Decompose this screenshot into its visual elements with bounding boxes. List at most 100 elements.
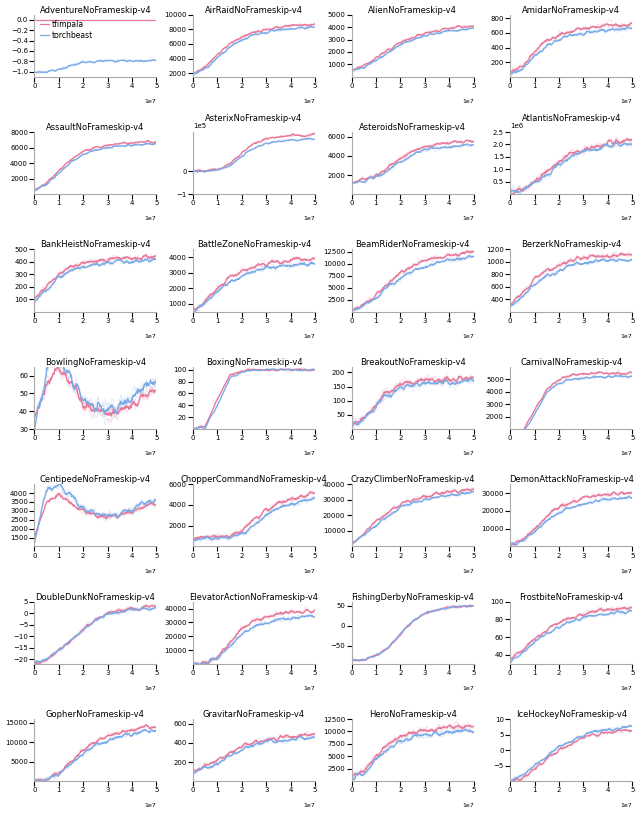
Title: AlienNoFrameskip-v4: AlienNoFrameskip-v4 xyxy=(368,6,457,15)
Text: 1e7: 1e7 xyxy=(462,686,474,691)
torchbeast xyxy=(467,24,475,33)
tfimpala xyxy=(564,613,572,623)
tfimpala xyxy=(506,300,514,310)
torchbeast xyxy=(131,729,138,738)
Line: torchbeast: torchbeast xyxy=(35,361,156,431)
tfimpala xyxy=(628,18,636,28)
tfimpala xyxy=(406,33,414,43)
torchbeast xyxy=(247,523,255,532)
tfimpala xyxy=(150,601,158,610)
torchbeast xyxy=(420,729,428,739)
tfimpala xyxy=(131,725,138,735)
Text: 1e7: 1e7 xyxy=(462,451,474,457)
torchbeast xyxy=(247,145,255,155)
torchbeast xyxy=(470,140,477,150)
tfimpala xyxy=(420,609,428,619)
torchbeast xyxy=(467,601,474,610)
Line: torchbeast: torchbeast xyxy=(351,492,474,544)
tfimpala xyxy=(103,141,111,151)
tfimpala xyxy=(564,371,572,381)
tfimpala xyxy=(626,603,634,613)
tfimpala xyxy=(103,256,111,266)
tfimpala xyxy=(308,20,316,30)
Line: tfimpala: tfimpala xyxy=(351,606,474,661)
tfimpala xyxy=(248,263,256,273)
torchbeast xyxy=(308,135,316,145)
torchbeast xyxy=(31,658,38,667)
tfimpala xyxy=(506,435,514,444)
torchbeast xyxy=(308,493,316,503)
torchbeast xyxy=(311,134,319,144)
torchbeast xyxy=(628,24,636,33)
Text: 1e7: 1e7 xyxy=(462,803,474,808)
tfimpala xyxy=(607,728,614,737)
torchbeast xyxy=(97,510,104,520)
torchbeast xyxy=(131,389,138,399)
tfimpala xyxy=(262,612,269,622)
Title: BoxingNoFrameskip-v4: BoxingNoFrameskip-v4 xyxy=(205,357,302,367)
Text: 1e7: 1e7 xyxy=(621,217,632,221)
tfimpala xyxy=(289,365,297,375)
torchbeast xyxy=(506,777,514,786)
tfimpala xyxy=(510,776,518,786)
Line: tfimpala: tfimpala xyxy=(351,725,474,779)
tfimpala xyxy=(311,129,319,138)
torchbeast xyxy=(296,732,304,742)
tfimpala xyxy=(470,722,477,732)
torchbeast xyxy=(448,490,456,500)
Title: IceHockeyNoFrameskip-v4: IceHockeyNoFrameskip-v4 xyxy=(516,710,627,719)
torchbeast xyxy=(626,492,634,501)
torchbeast xyxy=(150,55,158,65)
tfimpala xyxy=(623,134,631,144)
tfimpala xyxy=(454,20,461,30)
Line: torchbeast: torchbeast xyxy=(510,28,632,74)
tfimpala xyxy=(311,488,319,497)
torchbeast xyxy=(448,379,456,388)
tfimpala xyxy=(420,375,428,385)
tfimpala xyxy=(88,257,96,267)
Line: tfimpala: tfimpala xyxy=(510,729,632,781)
torchbeast xyxy=(469,23,477,33)
tfimpala xyxy=(618,487,625,497)
torchbeast xyxy=(470,24,477,33)
torchbeast xyxy=(564,154,572,164)
torchbeast xyxy=(31,296,38,306)
tfimpala xyxy=(248,516,255,526)
tfimpala xyxy=(150,138,157,147)
torchbeast xyxy=(248,624,256,633)
tfimpala xyxy=(104,409,111,419)
torchbeast xyxy=(448,602,456,612)
tfimpala xyxy=(626,134,634,144)
torchbeast xyxy=(607,256,614,265)
torchbeast xyxy=(89,618,97,628)
tfimpala xyxy=(348,305,355,315)
Text: 1e7: 1e7 xyxy=(621,451,632,457)
tfimpala xyxy=(247,263,255,273)
tfimpala xyxy=(564,28,572,37)
tfimpala xyxy=(31,659,38,668)
torchbeast xyxy=(308,732,316,742)
torchbeast xyxy=(469,487,477,497)
tfimpala xyxy=(470,374,477,383)
tfimpala xyxy=(88,143,96,153)
tfimpala xyxy=(565,256,573,265)
tfimpala xyxy=(90,509,97,519)
torchbeast xyxy=(248,267,256,277)
tfimpala xyxy=(406,619,414,629)
Title: DoubleDunkNoFrameskip-v4: DoubleDunkNoFrameskip-v4 xyxy=(35,593,156,602)
torchbeast xyxy=(90,742,97,751)
Text: 1e7: 1e7 xyxy=(145,686,156,691)
tfimpala xyxy=(307,487,314,497)
torchbeast xyxy=(628,255,636,265)
tfimpala xyxy=(628,368,636,378)
tfimpala xyxy=(150,500,157,510)
tfimpala xyxy=(579,492,587,501)
tfimpala xyxy=(255,514,263,523)
tfimpala xyxy=(414,494,422,504)
Title: BreakoutNoFrameskip-v4: BreakoutNoFrameskip-v4 xyxy=(360,357,465,367)
Line: torchbeast: torchbeast xyxy=(351,729,474,780)
tfimpala xyxy=(310,129,318,138)
torchbeast xyxy=(150,255,157,265)
tfimpala xyxy=(406,264,413,274)
torchbeast xyxy=(406,152,413,162)
